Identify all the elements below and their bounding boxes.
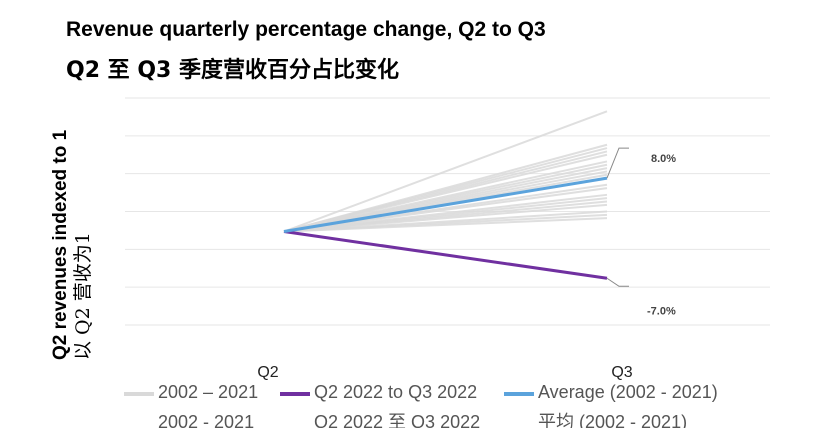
series-line-average bbox=[283, 176, 608, 234]
history-line-16 bbox=[283, 203, 608, 233]
legend-swatch-q2-2022 bbox=[280, 392, 310, 396]
annotation-leader-q2-2022 bbox=[606, 277, 629, 287]
legend-label-history-zh: 2002 - 2021 bbox=[158, 412, 255, 428]
history-line-12 bbox=[283, 187, 608, 233]
legend-swatch-average bbox=[504, 392, 534, 396]
series-line-q2-2022 bbox=[283, 230, 608, 280]
legend-label-q2-2022-zh: Q2 2022 至 Q3 2022 bbox=[314, 412, 481, 428]
x-tick-q3: Q3 bbox=[611, 364, 632, 381]
x-tick-q2: Q2 bbox=[257, 364, 278, 381]
chart-title-en: Revenue quarterly percentage change, Q2 … bbox=[66, 18, 546, 41]
annotation-q2-2022: -7.0% bbox=[647, 305, 676, 317]
legend-label-average: Average (2002 - 2021) bbox=[538, 382, 718, 402]
legend-label-q2-2022: Q2 2022 to Q3 2022 bbox=[314, 382, 478, 402]
history-line-19 bbox=[283, 217, 608, 233]
annotation-average: 8.0% bbox=[651, 153, 676, 165]
legend-label-history: 2002 – 2021 bbox=[158, 382, 259, 402]
chart-title-zh: Q2 至 Q3 季度营收百分占比变化 bbox=[66, 58, 399, 83]
history-line-0 bbox=[283, 110, 608, 233]
gridlines bbox=[125, 97, 770, 326]
annotations: 8.0% -7.0% bbox=[606, 147, 676, 317]
legend-label-average-zh: 平均 (2002 - 2021) bbox=[538, 412, 688, 428]
history-lines bbox=[283, 110, 608, 233]
legend: 2002 – 2021 2002 - 2021 Q2 2022 to Q3 20… bbox=[124, 380, 824, 428]
history-line-4 bbox=[283, 153, 608, 233]
legend-swatch-history bbox=[124, 392, 154, 396]
annotation-leader-average bbox=[606, 147, 629, 179]
highlight-lines bbox=[283, 176, 608, 280]
